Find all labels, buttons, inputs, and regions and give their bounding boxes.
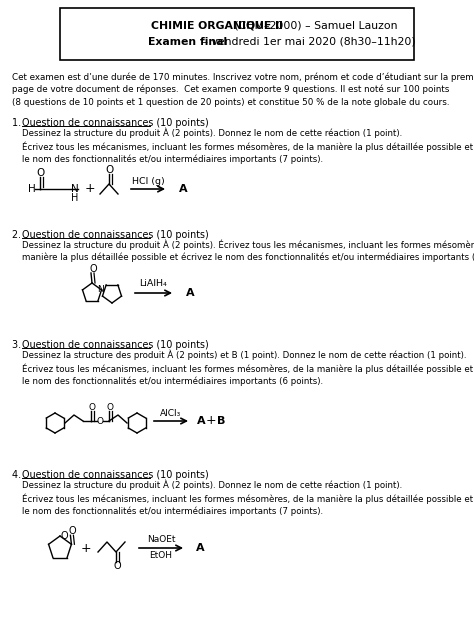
- Text: +: +: [206, 414, 216, 428]
- Text: 1.: 1.: [12, 118, 24, 128]
- Bar: [60, 8, 414, 60]
- Text: +: +: [81, 541, 91, 555]
- Text: A: A: [196, 543, 204, 553]
- Text: +: +: [85, 183, 95, 195]
- Text: Dessinez la structure du produit À (2 points). Donnez le nom de cette réaction (: Dessinez la structure du produit À (2 po…: [22, 479, 474, 516]
- Text: O: O: [60, 531, 68, 541]
- Text: H: H: [28, 184, 36, 194]
- Text: HCl (g): HCl (g): [132, 177, 164, 185]
- Text: O: O: [37, 168, 45, 178]
- Text: A: A: [179, 184, 187, 194]
- Text: B: B: [217, 416, 225, 426]
- Text: A: A: [197, 416, 205, 426]
- Text: CHIMIE ORGANIQUE II: CHIMIE ORGANIQUE II: [151, 21, 283, 31]
- Text: O: O: [89, 264, 97, 274]
- Text: Examen final: Examen final: [148, 37, 228, 47]
- Text: AlCl₃: AlCl₃: [160, 409, 182, 418]
- Text: Question de connaissances (10 points): Question de connaissances (10 points): [22, 230, 209, 240]
- Text: O: O: [97, 416, 103, 426]
- Text: O: O: [106, 165, 114, 175]
- Text: H: H: [71, 193, 79, 203]
- Text: (CHM–2000) – Samuel Lauzon: (CHM–2000) – Samuel Lauzon: [231, 21, 397, 31]
- Text: A: A: [186, 288, 194, 298]
- Text: EtOH: EtOH: [149, 550, 173, 560]
- Text: Question de connaissances (10 points): Question de connaissances (10 points): [22, 470, 209, 480]
- Text: NaOEt: NaOEt: [147, 535, 175, 545]
- Text: – vendredi 1er mai 2020 (8h30–11h20): – vendredi 1er mai 2020 (8h30–11h20): [199, 37, 415, 47]
- Text: O: O: [89, 403, 95, 411]
- Text: 2.: 2.: [12, 230, 24, 240]
- Text: O: O: [107, 403, 113, 411]
- Text: Dessinez la structure des produit À (2 points) et B (1 point). Donnez le nom de : Dessinez la structure des produit À (2 p…: [22, 349, 474, 386]
- Text: 4.: 4.: [12, 470, 24, 480]
- Text: Cet examen est d’une durée de 170 minutes. Inscrivez votre nom, prénom et code d: Cet examen est d’une durée de 170 minute…: [12, 72, 474, 106]
- Text: O: O: [113, 561, 121, 571]
- Text: Dessinez la structure du produit À (2 points). Écrivez tous les mécanismes, incl: Dessinez la structure du produit À (2 po…: [22, 239, 474, 262]
- Text: N: N: [98, 285, 104, 294]
- Text: 3.: 3.: [12, 340, 24, 350]
- Text: O: O: [69, 526, 76, 536]
- Text: LiAlH₄: LiAlH₄: [140, 279, 167, 289]
- Text: Dessinez la structure du produit À (2 points). Donnez le nom de cette réaction (: Dessinez la structure du produit À (2 po…: [22, 127, 474, 164]
- Text: N: N: [71, 184, 79, 194]
- Text: Question de connaissances (10 points): Question de connaissances (10 points): [22, 118, 209, 128]
- Text: Question de connaissances (10 points): Question de connaissances (10 points): [22, 340, 209, 350]
